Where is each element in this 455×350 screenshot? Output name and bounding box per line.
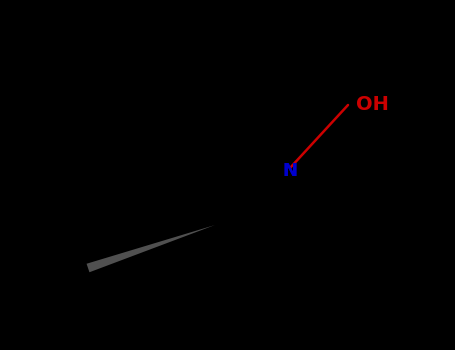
Text: N: N xyxy=(283,162,298,180)
Text: N: N xyxy=(283,162,298,180)
Polygon shape xyxy=(86,225,215,272)
Text: OH: OH xyxy=(356,96,389,114)
